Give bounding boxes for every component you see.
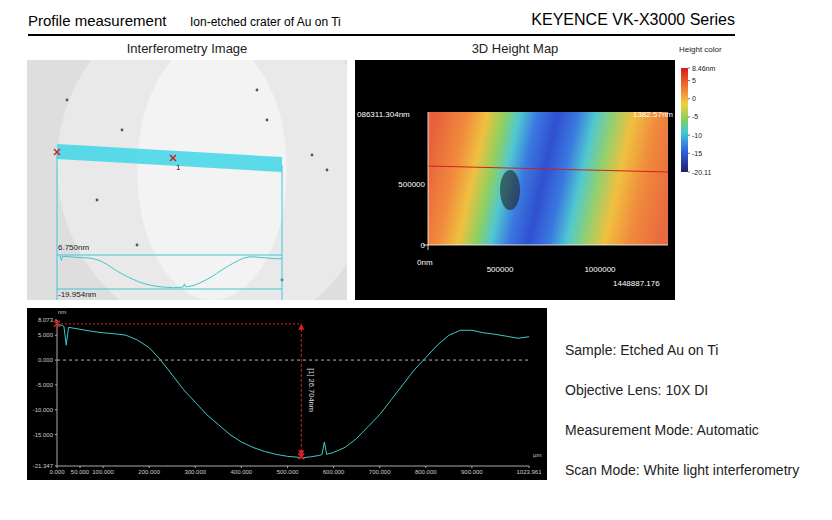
svg-text:0: 0	[692, 95, 696, 102]
svg-text:100.000: 100.000	[92, 469, 114, 475]
svg-text:0.000: 0.000	[49, 469, 65, 475]
svg-text:0nm: 0nm	[417, 258, 433, 267]
svg-text:1023.961: 1023.961	[516, 469, 542, 475]
svg-text:1000000: 1000000	[584, 265, 616, 274]
svg-text:500000: 500000	[398, 180, 425, 189]
html-text:Profile measurement: Profile measurement	[28, 12, 167, 29]
html-text:3D Height Map: 3D Height Map	[471, 41, 559, 56]
html-text:Objective Lens: 10X DI: Objective Lens: 10X DI	[565, 382, 709, 398]
html-text:µm: µm	[533, 452, 542, 458]
svg-text:-15.000: -15.000	[33, 432, 54, 438]
svg-text:0: 0	[421, 241, 426, 250]
svg-text:400.000: 400.000	[231, 469, 253, 475]
svg-text:500000: 500000	[487, 265, 514, 274]
svg-text:8.46nm: 8.46nm	[692, 65, 716, 72]
html-text:Scan Mode: White light interfe: Scan Mode: White light interferometry	[565, 462, 800, 478]
html-text:Sample: Etched Au on Ti: Sample: Etched Au on Ti	[565, 342, 719, 358]
svg-text:-10: -10	[692, 132, 702, 139]
svg-text:-21.347: -21.347	[33, 463, 54, 469]
svg-text:5: 5	[692, 77, 696, 84]
svg-text:[1] 26.704nm: [1] 26.704nm	[307, 368, 316, 412]
html-text:Measurement Mode: Automatic: Measurement Mode: Automatic	[565, 422, 759, 438]
svg-text:50.000: 50.000	[71, 469, 90, 475]
svg-text:1448887.176: 1448887.176	[613, 279, 660, 288]
svg-text:1: 1	[176, 163, 181, 172]
svg-text:-19.954nm: -19.954nm	[58, 290, 97, 299]
svg-text:900.000: 900.000	[461, 469, 483, 475]
svg-text:0.000: 0.000	[38, 357, 54, 363]
svg-text:8.073: 8.073	[38, 317, 54, 323]
svg-text:-5: -5	[692, 113, 698, 120]
svg-text:-5.000: -5.000	[36, 382, 54, 388]
svg-text:-20.11: -20.11	[692, 169, 711, 176]
svg-text:700.000: 700.000	[369, 469, 391, 475]
svg-text:-15: -15	[692, 150, 702, 157]
html-text:Ion-etched crater of Au on Ti: Ion-etched crater of Au on Ti	[190, 15, 341, 29]
svg-text:500.000: 500.000	[277, 469, 299, 475]
svg-text:600.000: 600.000	[323, 469, 345, 475]
svg-text:200.000: 200.000	[138, 469, 160, 475]
svg-text:6.750nm: 6.750nm	[58, 243, 89, 252]
html-text:nm: nm	[58, 309, 67, 315]
html-text:Interferometry Image: Interferometry Image	[126, 41, 248, 56]
svg-text:Height color: Height color	[679, 45, 722, 54]
svg-text:300.000: 300.000	[184, 469, 206, 475]
svg-text:1382.57nm: 1382.57nm	[633, 110, 673, 119]
svg-text:800.000: 800.000	[415, 469, 437, 475]
svg-text:5.000: 5.000	[38, 332, 54, 338]
svg-text:-10.000: -10.000	[33, 407, 54, 413]
svg-text:086311.304nm: 086311.304nm	[357, 110, 410, 119]
html-text:KEYENCE VK-X3000 Series: KEYENCE VK-X3000 Series	[531, 11, 735, 28]
